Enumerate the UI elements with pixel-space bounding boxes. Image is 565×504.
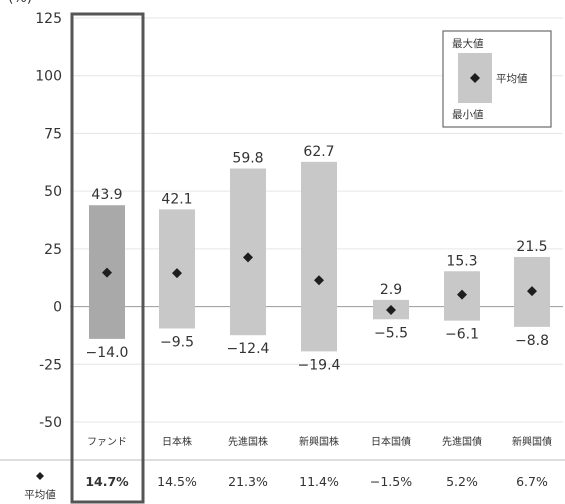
min-value-label: −5.5 xyxy=(374,325,408,341)
average-marker xyxy=(386,305,396,316)
average-value-label: 21.3% xyxy=(228,474,268,489)
max-value-label: 2.9 xyxy=(380,282,402,298)
legend-average-marker xyxy=(470,73,480,83)
category-label: 新興国債 xyxy=(512,435,552,448)
average-marker xyxy=(102,267,112,278)
average-value-label: 6.7% xyxy=(516,474,548,489)
min-value-label: −19.4 xyxy=(298,357,341,373)
max-value-label: 62.7 xyxy=(303,144,334,160)
y-tick-label: 75 xyxy=(44,126,62,142)
max-value-label: 21.5 xyxy=(516,239,547,255)
y-axis: (%)125 100 75 50 25 0 -25 -50 xyxy=(8,0,62,431)
average-value-label: 14.5% xyxy=(157,474,197,489)
average-value-label: 14.7% xyxy=(85,474,129,489)
max-value-label: 42.1 xyxy=(161,191,192,207)
average-marker xyxy=(243,252,253,263)
category-label: 先進国株 xyxy=(228,435,268,448)
average-markers xyxy=(102,252,537,316)
min-value-label: −9.5 xyxy=(160,335,194,351)
min-value-label: −8.8 xyxy=(515,333,549,349)
max-value-label: 15.3 xyxy=(446,253,477,269)
category-label: 日本株 xyxy=(162,435,192,448)
legend-max-label: 最大値 xyxy=(452,37,484,50)
legend-min-label: 最小値 xyxy=(452,108,484,121)
max-value-label: 59.8 xyxy=(232,151,263,167)
y-tick-label: -25 xyxy=(39,357,62,373)
min-value-label: −12.4 xyxy=(227,341,270,357)
y-tick-label: 0 xyxy=(53,300,62,316)
category-label: 新興国株 xyxy=(299,435,339,448)
range-bar xyxy=(230,168,266,336)
min-value-label: −14.0 xyxy=(86,345,129,361)
min-value-label: −6.1 xyxy=(445,327,479,343)
average-marker xyxy=(527,286,537,297)
y-tick-label: 125 xyxy=(35,11,62,27)
category-label: ファンド xyxy=(87,437,127,448)
average-value-label: 11.4% xyxy=(299,474,339,489)
average-marker xyxy=(314,275,324,286)
category-labels: ファンド 日本株 先進国株 新興国株 日本国債 先進国債 新興国債 xyxy=(87,435,552,448)
range-bar xyxy=(301,161,337,352)
fund-highlight-frame xyxy=(70,12,145,504)
y-tick-label: -50 xyxy=(39,415,62,431)
y-tick-label: 50 xyxy=(44,184,62,200)
legend-average-label: 平均値 xyxy=(496,72,528,85)
max-value-label: 43.9 xyxy=(91,187,122,203)
y-tick-label: 25 xyxy=(44,242,62,258)
average-marker xyxy=(172,268,182,279)
average-marker xyxy=(457,289,467,300)
range-bars xyxy=(89,161,550,352)
average-row-label: 平均値 xyxy=(24,488,56,501)
average-value-label: 5.2% xyxy=(446,474,478,489)
average-value-label: −1.5% xyxy=(370,474,412,489)
average-row: 14.7% 14.5% 21.3% 11.4% −1.5% 5.2% 6.7% 平均値 xyxy=(0,459,565,501)
y-tick-label: 100 xyxy=(35,69,62,85)
category-label: 日本国債 xyxy=(371,435,411,448)
value-labels: 43.9 −14.0 42.1 −9.5 59.8 −12.4 62.7 −19.4 2.9 −5… xyxy=(86,144,549,374)
y-unit-label: (%) xyxy=(8,0,32,6)
category-label: 先進国債 xyxy=(442,435,482,448)
average-row-marker xyxy=(36,472,44,480)
